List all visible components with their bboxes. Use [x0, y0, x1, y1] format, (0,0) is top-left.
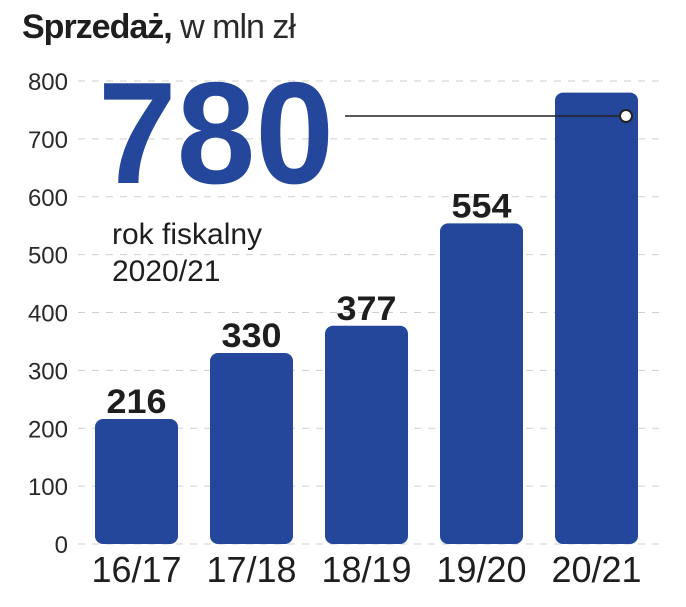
highlight-value: 780: [98, 52, 334, 214]
callout-marker: [619, 109, 633, 123]
bar: [95, 418, 178, 544]
x-tick-label: 19/20: [436, 549, 526, 590]
y-tick-label: 400: [28, 301, 68, 328]
bar: [210, 353, 293, 544]
x-tick-label: 18/19: [321, 549, 411, 590]
data-label: 554: [452, 187, 512, 225]
data-label: 377: [337, 290, 397, 328]
y-tick-label: 100: [28, 474, 68, 501]
y-tick-label: 300: [28, 358, 68, 385]
data-label: 216: [107, 383, 167, 421]
title-unit: w mln zł: [180, 8, 296, 46]
bar: [440, 223, 523, 544]
x-tick-label: 17/18: [206, 549, 296, 590]
data-label: 330: [222, 317, 282, 355]
x-tick-label: 20/21: [551, 549, 641, 590]
x-tick-label: 16/17: [91, 549, 181, 590]
highlight-caption-line2: 2020/21: [112, 255, 220, 288]
y-tick-label: 200: [28, 416, 68, 443]
title-main: Sprzedaż,: [22, 8, 173, 46]
bar: [555, 92, 638, 544]
y-tick-label: 600: [28, 185, 68, 212]
y-tick-label: 700: [28, 127, 68, 154]
bar: [325, 325, 408, 544]
chart-title: Sprzedaż, w mln zł: [22, 8, 296, 46]
y-tick-label: 500: [28, 243, 68, 270]
highlight-caption-line1: rok fiskalny: [112, 218, 262, 251]
y-tick-label: 800: [28, 69, 68, 96]
y-tick-label: 0: [55, 532, 68, 559]
